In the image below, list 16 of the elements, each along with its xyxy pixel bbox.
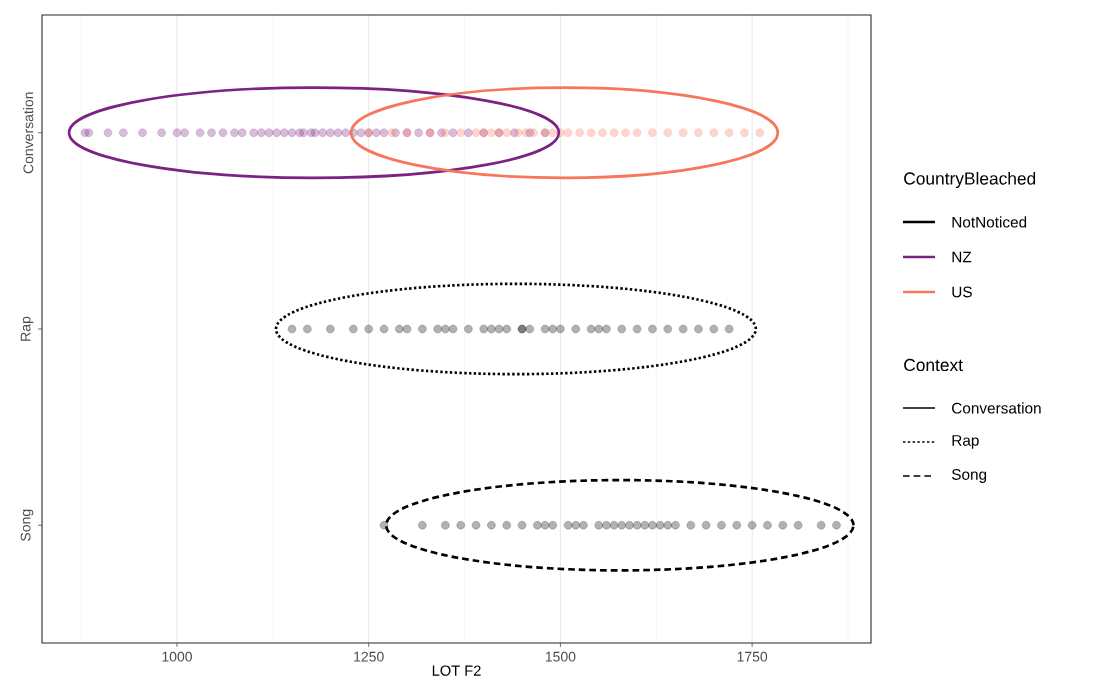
legend-label: NZ (952, 251, 972, 263)
legend-title: CountryBleached (904, 171, 1036, 189)
legend-label: NotNoticed (952, 216, 1027, 228)
x-tick-label: 1000 (162, 651, 192, 662)
x-tick-label: 1750 (737, 651, 768, 662)
category-label: Conversation (952, 402, 1041, 414)
y-tick-label: Rap (20, 316, 34, 341)
x-axis-title: LOT F2 (432, 665, 481, 676)
x-tick-label: 1500 (545, 651, 576, 662)
category-label: Song (951, 469, 987, 483)
text: Context (904, 358, 963, 372)
category-label: Rap (952, 435, 979, 449)
x-tick-label: 1250 (354, 651, 384, 662)
legend-label: US (952, 286, 972, 298)
y-tick-label: Conversation (23, 92, 34, 174)
y-tick-label: Song (20, 509, 34, 541)
